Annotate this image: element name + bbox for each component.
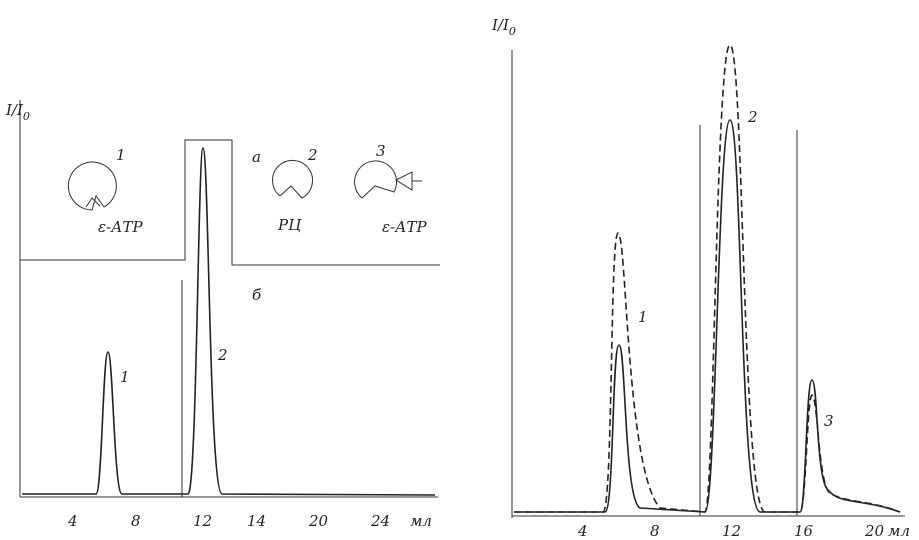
x-tick-label: 20 [864,522,885,540]
y-label: I/I0 [491,16,516,38]
y-label: I/I0 [5,101,30,123]
scheme-number: 1 [116,146,126,164]
x-tick-label: 14 [247,512,266,530]
scheme-circle [272,159,314,199]
step-line [20,139,440,266]
left-panel: I/I0 1 ε-АТР а 2 РЦ 3 ε-АТР б 1 2 4 8 12… [5,100,440,530]
x-tick-label: 12 [722,522,741,540]
scheme-label: РЦ [277,216,302,234]
panel-label: а [252,148,261,166]
peak-label: 1 [120,368,130,386]
y-label-sub: 0 [509,25,516,38]
x-tick-label: 20 [308,512,329,530]
scheme-ligand [85,197,101,208]
scheme-number: 2 [307,146,318,164]
scheme-ligand [394,171,422,191]
x-unit: мл [888,522,910,540]
scheme-circle [67,161,117,211]
peak-label: 2 [217,346,228,364]
peak-label: 3 [824,412,834,430]
peak-label: 2 [747,108,758,126]
x-unit: мл [410,512,432,530]
scheme-circle [354,160,398,199]
y-label-text: I/I [491,16,510,34]
x-tick-label: 4 [577,522,588,540]
x-tick-label: 16 [794,522,814,540]
x-tick-label: 8 [650,522,660,540]
x-tick-label: 4 [67,512,78,530]
peak-label: 1 [638,308,648,326]
y-label-text: I/I [5,101,24,119]
scheme-number: 3 [376,142,386,160]
scheme-label: ε-АТР [382,218,427,236]
x-tick-label: 24 [370,512,390,530]
right-panel: I/I0 1 2 3 4 8 12 16 20 мл [491,16,910,540]
chromatogram-dashed [514,44,901,513]
panel-label: б [252,286,262,304]
chromatogram [22,147,436,496]
y-label-sub: 0 [23,110,30,123]
scheme-label: ε-АТР [98,218,143,236]
x-tick-label: 12 [193,512,212,530]
x-tick-label: 8 [131,512,141,530]
chromatogram-solid [514,119,901,513]
